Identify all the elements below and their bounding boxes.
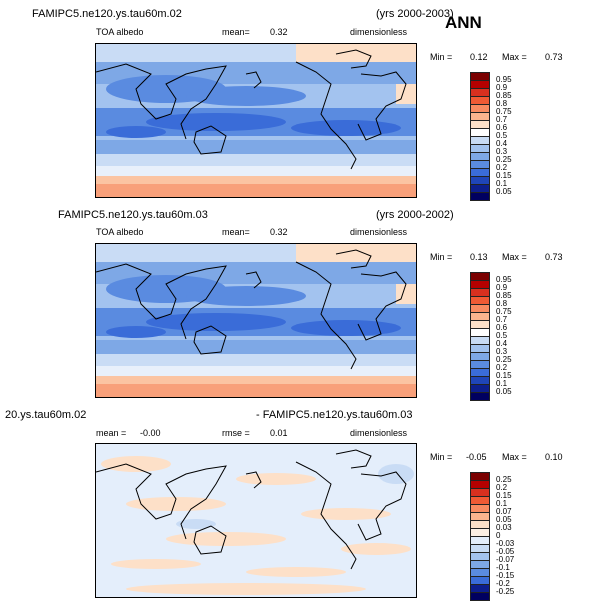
panel1-colorbar-label: 0.5 xyxy=(496,131,508,140)
panel3-colorbar-label: -0.05 xyxy=(496,547,515,556)
panel3-mean-value: -0.00 xyxy=(140,428,161,438)
panel2-map-field xyxy=(96,244,416,397)
panel1-years: (yrs 2000-2003) xyxy=(376,8,454,20)
panel2-min-value: 0.13 xyxy=(470,252,488,262)
panel3-rmse-label: rmse = xyxy=(222,428,250,438)
panel2-colorbar-label: 0.15 xyxy=(496,371,512,380)
panel1-case-name: FAMIPC5.ne120.ys.tau60m.02 xyxy=(32,8,182,20)
panel1-min-label: Min = xyxy=(430,52,453,62)
panel3-case-left: 20.ys.tau60m.02 xyxy=(5,409,87,421)
panel2-colorbar-label: 0.95 xyxy=(496,275,512,284)
panel3-map-field xyxy=(96,444,416,597)
panel2-mean-label: mean= xyxy=(222,227,250,237)
panel1-units: dimensionless xyxy=(350,27,408,37)
panel1-colorbar-label: 0.9 xyxy=(496,83,508,92)
panel2-mean-value: 0.32 xyxy=(270,227,288,237)
colorbar-swatch xyxy=(470,192,490,201)
panel3-colorbar-label: -0.15 xyxy=(496,571,515,580)
panel2-colorbar-label: 0.9 xyxy=(496,283,508,292)
panel3-max-value: 0.10 xyxy=(545,452,563,462)
season-label: ANN xyxy=(445,13,482,32)
panel1-colorbar-label: 0.05 xyxy=(496,187,512,196)
panel1-colorbar-label: 0.3 xyxy=(496,147,508,156)
panel2-colorbar-label: 0.5 xyxy=(496,331,508,340)
panel2-years: (yrs 2000-2002) xyxy=(376,209,454,221)
panel3-colorbar-label: 0 xyxy=(496,531,501,540)
panel3-colorbar-label: 0.07 xyxy=(496,507,512,516)
panel2-colorbar-label: 0.75 xyxy=(496,307,512,316)
panel1-colorbar-label: 0.7 xyxy=(496,115,508,124)
panel3-units: dimensionless xyxy=(350,428,408,438)
panel3-min-value: -0.05 xyxy=(466,452,487,462)
panel3-colorbar-label: 0.1 xyxy=(496,499,508,508)
panel2-units: dimensionless xyxy=(350,227,408,237)
panel3-colorbar-label: 0.03 xyxy=(496,523,512,532)
panel3-mean-label: mean = xyxy=(96,428,127,438)
colorbar-swatch xyxy=(470,392,490,401)
panel1-colorbar-label: 0.95 xyxy=(496,75,512,84)
panel3-max-label: Max = xyxy=(502,452,527,462)
panel1-colorbar-label: 0.15 xyxy=(496,171,512,180)
panel1-colorbar-label: 0.75 xyxy=(496,107,512,116)
panel2-colorbar-label: 0.85 xyxy=(496,291,512,300)
panel1-min-value: 0.12 xyxy=(470,52,488,62)
panel2-colorbar: 0.95 0.9 0.85 0.8 0.75 0.7 0.6 0.5 0.4 0… xyxy=(470,272,530,401)
panel3-colorbar-label: 0.25 xyxy=(496,475,512,484)
colorbar-swatch xyxy=(470,592,490,601)
panel2-colorbar-label: 0.8 xyxy=(496,299,508,308)
panel3-colorbar-label: -0.2 xyxy=(496,579,510,588)
panel2-colorbar-label: 0.4 xyxy=(496,339,508,348)
panel1-variable: TOA albedo xyxy=(96,27,144,37)
panel1-colorbar-label: 0.1 xyxy=(496,179,508,188)
panel3-colorbar: 0.25 0.2 0.15 0.1 0.07 0.05 0.03 0 -0.03… xyxy=(470,472,530,601)
panel3-map xyxy=(95,443,417,598)
panel1-colorbar: 0.95 0.9 0.85 0.8 0.75 0.7 0.6 0.5 0.4 0… xyxy=(470,72,530,201)
panel3-colorbar-label: 0.05 xyxy=(496,515,512,524)
panel3-min-label: Min = xyxy=(430,452,453,462)
panel3-colorbar-label: 0.2 xyxy=(496,483,508,492)
panel1-max-value: 0.73 xyxy=(545,52,563,62)
panel1-map xyxy=(95,43,417,198)
panel1-colorbar-label: 0.8 xyxy=(496,99,508,108)
panel1-colorbar-label: 0.6 xyxy=(496,123,508,132)
panel1-map-field xyxy=(96,44,416,197)
panel3-colorbar-label: -0.07 xyxy=(496,555,515,564)
panel1-mean-value: 0.32 xyxy=(270,27,288,37)
panel1-colorbar-label: 0.2 xyxy=(496,163,508,172)
panel2-colorbar-label: 0.1 xyxy=(496,379,508,388)
panel2-max-label: Max = xyxy=(502,252,527,262)
panel1-colorbar-label: 0.85 xyxy=(496,91,512,100)
panel2-min-label: Min = xyxy=(430,252,453,262)
panel1-colorbar-label: 0.25 xyxy=(496,155,512,164)
panel2-case-name: FAMIPC5.ne120.ys.tau60m.03 xyxy=(58,209,208,221)
panel1-mean-label: mean= xyxy=(222,27,250,37)
panel3-colorbar-label: -0.03 xyxy=(496,539,515,548)
panel3-rmse-value: 0.01 xyxy=(270,428,288,438)
panel2-colorbar-label: 0.3 xyxy=(496,347,508,356)
panel3-colorbar-label: -0.1 xyxy=(496,563,510,572)
panel2-map xyxy=(95,243,417,398)
panel1-max-label: Max = xyxy=(502,52,527,62)
panel3-colorbar-label: -0.25 xyxy=(496,587,515,596)
panel2-variable: TOA albedo xyxy=(96,227,144,237)
panel2-colorbar-label: 0.6 xyxy=(496,323,508,332)
panel1-colorbar-label: 0.4 xyxy=(496,139,508,148)
panel3-case-right: - FAMIPC5.ne120.ys.tau60m.03 xyxy=(256,409,413,421)
panel2-colorbar-label: 0.2 xyxy=(496,363,508,372)
panel2-colorbar-label: 0.25 xyxy=(496,355,512,364)
panel3-colorbar-label: 0.15 xyxy=(496,491,512,500)
panel2-colorbar-label: 0.05 xyxy=(496,387,512,396)
panel2-max-value: 0.73 xyxy=(545,252,563,262)
panel2-colorbar-label: 0.7 xyxy=(496,315,508,324)
